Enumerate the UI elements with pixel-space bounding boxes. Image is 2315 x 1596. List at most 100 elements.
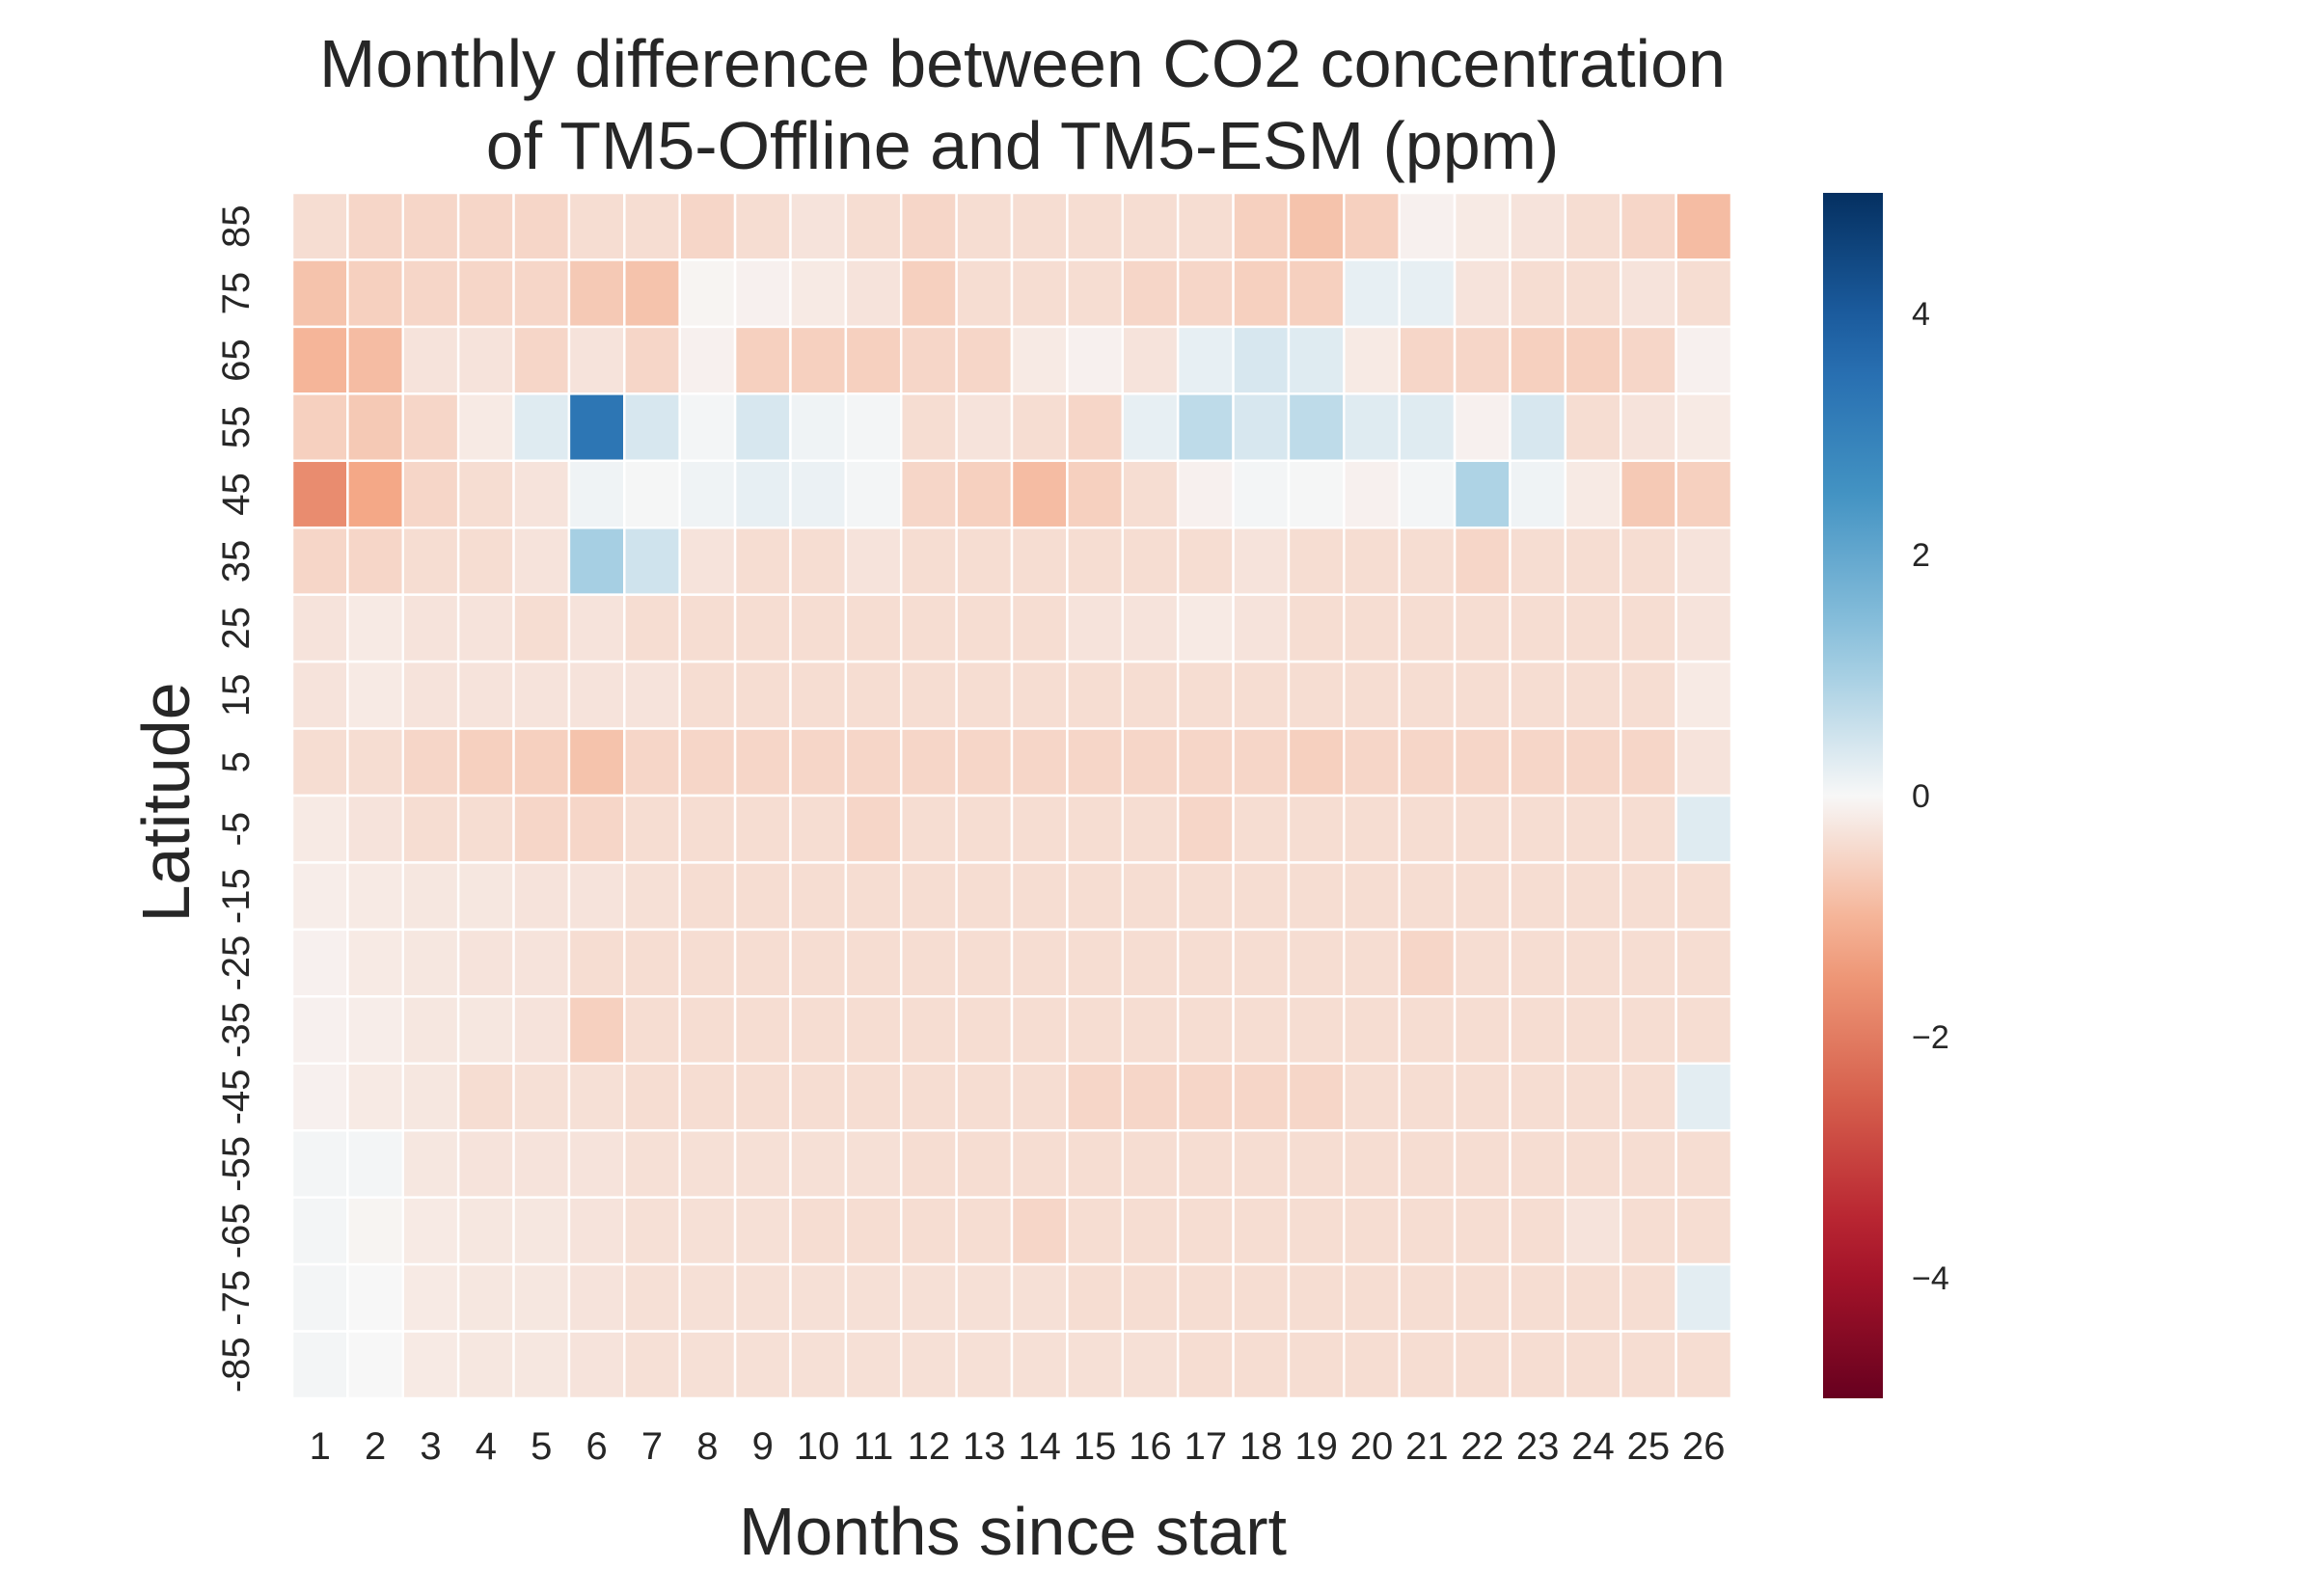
heatmap-cell <box>512 995 571 1066</box>
heatmap-cell <box>1176 459 1235 529</box>
heatmap-cell <box>567 526 626 596</box>
heatmap-cell <box>346 1330 405 1400</box>
heatmap-cell <box>1509 593 1567 663</box>
heatmap-cell <box>512 258 571 329</box>
heatmap-cell <box>733 526 792 596</box>
colorbar-tick-label: −2 <box>1912 1019 1949 1056</box>
heatmap-cell <box>567 1128 626 1199</box>
heatmap-cell <box>1121 526 1180 596</box>
heatmap-cell <box>1232 392 1291 463</box>
heatmap-cell <box>844 1062 903 1132</box>
heatmap-cell <box>1010 727 1069 798</box>
heatmap-cell <box>733 1330 792 1400</box>
heatmap-cell <box>1232 660 1291 730</box>
heatmap-cell <box>899 526 958 596</box>
heatmap-cell <box>401 794 460 864</box>
heatmap-cell <box>1398 1062 1457 1132</box>
heatmap-cell <box>678 1262 737 1333</box>
y-tick-label: 65 <box>215 338 258 382</box>
heatmap-cell <box>1453 861 1512 932</box>
heatmap-cell <box>899 1196 958 1266</box>
heatmap-cell <box>844 191 903 261</box>
heatmap-cell <box>1066 1262 1125 1333</box>
heatmap-cell <box>733 325 792 395</box>
heatmap-cell <box>1398 995 1457 1066</box>
heatmap-cell <box>899 593 958 663</box>
heatmap-cell <box>1010 325 1069 395</box>
heatmap-cell <box>512 1330 571 1400</box>
heatmap-cell <box>789 995 848 1066</box>
heatmap-cell <box>1121 593 1180 663</box>
heatmap-cell <box>1287 459 1346 529</box>
heatmap-cell <box>1453 1196 1512 1266</box>
heatmap-cell <box>1343 1330 1401 1400</box>
heatmap-cell <box>401 593 460 663</box>
heatmap-cell <box>899 1128 958 1199</box>
heatmap-cell <box>1232 727 1291 798</box>
heatmap-cell <box>733 258 792 329</box>
heatmap-cell <box>290 727 349 798</box>
chart-title-line-1: Monthly difference between CO2 concentra… <box>319 26 1726 101</box>
x-tick-label: 20 <box>1350 1425 1394 1468</box>
heatmap-cell <box>1675 928 1733 998</box>
y-tick-label: 85 <box>215 204 258 248</box>
heatmap-cell <box>623 1196 681 1266</box>
heatmap-cell <box>1121 660 1180 730</box>
heatmap-cell <box>733 191 792 261</box>
heatmap-cell <box>1287 1196 1346 1266</box>
heatmap-cell <box>789 1062 848 1132</box>
heatmap-cell <box>1675 794 1733 864</box>
heatmap-cell <box>844 861 903 932</box>
heatmap-cell <box>1287 794 1346 864</box>
colorbar-tick-label: 4 <box>1912 296 1930 333</box>
heatmap-cell <box>290 325 349 395</box>
heatmap-cell <box>1066 593 1125 663</box>
heatmap-cell <box>1453 660 1512 730</box>
heatmap-cell <box>512 727 571 798</box>
heatmap-cell <box>1121 928 1180 998</box>
heatmap-cell <box>567 191 626 261</box>
x-tick-label: 1 <box>310 1425 331 1468</box>
heatmap-cell <box>567 593 626 663</box>
heatmap-cell <box>290 995 349 1066</box>
heatmap-cell <box>346 258 405 329</box>
heatmap-cell <box>1398 593 1457 663</box>
heatmap-cell <box>899 727 958 798</box>
heatmap-cell <box>733 459 792 529</box>
heatmap-cell <box>1675 1062 1733 1132</box>
heatmap-cell <box>1564 459 1622 529</box>
heatmap-cell <box>844 258 903 329</box>
heatmap-cell <box>567 660 626 730</box>
heatmap-cell <box>1453 392 1512 463</box>
heatmap-cell <box>1398 526 1457 596</box>
heatmap-cell <box>1564 1262 1622 1333</box>
heatmap-cell <box>1398 459 1457 529</box>
heatmap-cell <box>512 1196 571 1266</box>
heatmap-cell <box>1176 1330 1235 1400</box>
heatmap-cell <box>1176 1128 1235 1199</box>
heatmap-cell <box>456 928 515 998</box>
heatmap-cell <box>678 861 737 932</box>
x-tick-label: 19 <box>1294 1425 1338 1468</box>
heatmap-cell <box>1287 191 1346 261</box>
x-tick-label: 12 <box>908 1425 951 1468</box>
heatmap-cell <box>1398 392 1457 463</box>
y-tick-label: 55 <box>215 406 258 449</box>
heatmap-cell <box>1343 191 1401 261</box>
heatmap-cell <box>512 660 571 730</box>
heatmap-cell <box>346 526 405 596</box>
heatmap-cell <box>844 459 903 529</box>
heatmap-cell <box>567 1330 626 1400</box>
heatmap-cell <box>1509 392 1567 463</box>
heatmap-cell <box>1176 727 1235 798</box>
heatmap-cell <box>899 392 958 463</box>
heatmap-cell <box>955 1262 1014 1333</box>
heatmap-cell <box>678 1062 737 1132</box>
heatmap-cell <box>623 861 681 932</box>
heatmap-cell <box>1287 593 1346 663</box>
heatmap-cell <box>290 593 349 663</box>
heatmap-cell <box>456 1262 515 1333</box>
heatmap-cell <box>955 392 1014 463</box>
heatmap-cell <box>290 861 349 932</box>
heatmap-cell <box>1287 928 1346 998</box>
